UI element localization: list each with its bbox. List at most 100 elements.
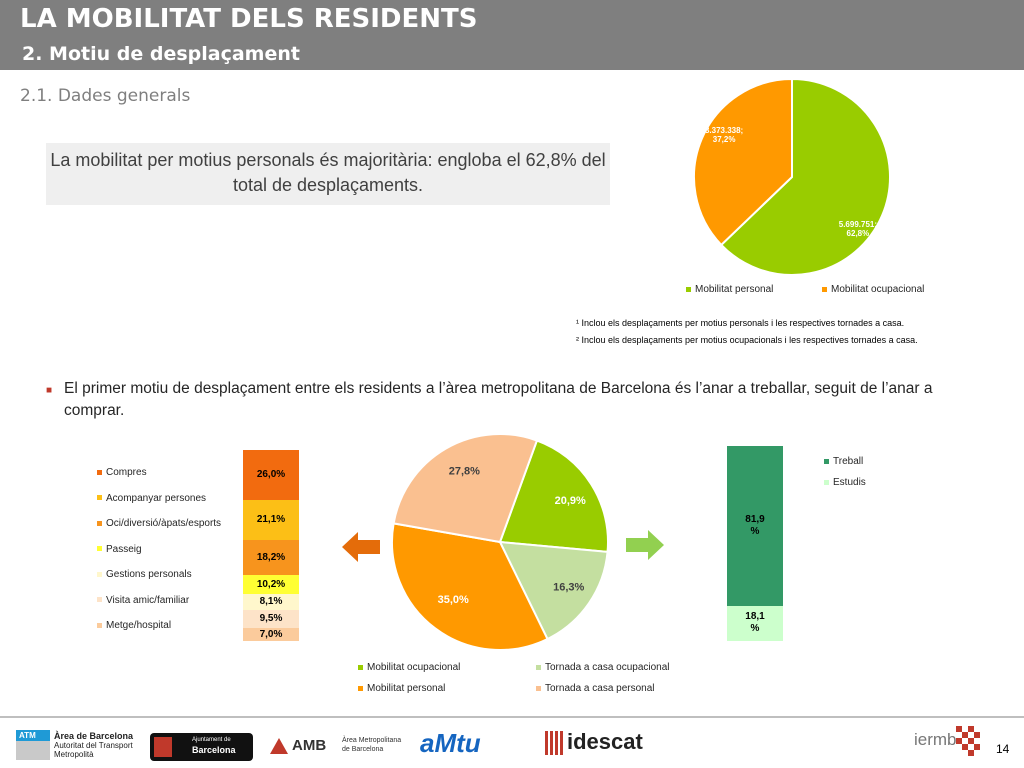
legend-item: Gestions personals [97,569,192,580]
legend-item: Mobilitat personal [358,683,445,694]
stacked-bar-segment: 21,1% [243,499,299,540]
legend-item: Tornada a casa personal [536,683,655,694]
bullet-text: El primer motiu de desplaçament entre el… [64,380,933,419]
pie-data-label: 3.373.338; 37,2% [705,126,743,144]
legend-item: Mobilitat ocupacional [822,284,924,295]
pie-chart-detail: 20,9% 16,3% 35,0% 27,8% [391,433,609,651]
amb-subtext: Àrea Metropolitana de Barcelona [342,736,401,754]
iermb-grid-icon [956,726,980,756]
atm-text-2: Autoritat del Transport [54,741,133,750]
atm-logo-badge: ATM [16,730,50,741]
legend-swatch [97,520,102,526]
ajuntament-shield-icon [154,737,172,757]
legend-label: Mobilitat ocupacional [831,284,925,295]
legend-swatch [358,685,363,691]
legend-label: Compres [106,467,147,478]
legend-swatch [822,286,827,292]
legend-label: Gestions personals [106,569,192,580]
legend-swatch [536,664,541,670]
legend-item: Compres [97,467,147,478]
pie-slice [498,540,609,641]
pie-data-label: 5.699.751; 62,8% [839,220,877,238]
section-title: 2.1. Dades generals [20,86,191,106]
iermb-text: iermb [914,730,957,749]
stacked-bar-segment: 7,0% [243,627,299,641]
legend-label: Treball [833,456,864,467]
arrow-right-icon [626,530,664,560]
arrow-left-icon [342,532,380,562]
legend-item: Tornada a casa ocupacional [536,662,670,673]
idescat-text: idescat [567,729,643,754]
bullet-square-icon: ■ [46,385,53,396]
legend-label: Visita amic/familiar [106,594,190,606]
stacked-bar-segment: 9,5% [243,609,299,628]
pie-data-label: 20,9% [555,495,586,507]
footer-divider [0,716,1024,718]
page-number: 14 [996,742,1010,756]
pie-slice [719,77,891,276]
legend-swatch [358,664,363,670]
stacked-bar-segment: 18,2% [243,539,299,575]
legend-item: Passeig [97,544,142,555]
idescat-logo: idescat [545,729,647,759]
legend-label: Mobilitat personal [695,284,774,295]
atm-text-3: Metropolità [54,750,94,759]
footnote-2: ² Inclou els desplaçaments per motius oc… [576,335,918,345]
legend-item: Mobilitat ocupacional [358,662,460,673]
ajuntament-logo: Ajuntament de Barcelona [150,733,253,761]
atm-logo-text: Àrea de Barcelona Autoritat del Transpor… [54,731,134,760]
legend-label: Estudis [833,477,866,488]
legend-swatch [824,479,829,485]
pie-data-label: 27,8% [449,465,480,477]
amtu-logo: aMtu [420,728,481,758]
legend-label: Passeig [106,543,142,555]
header-bar: LA MOBILITAT DELS RESIDENTS 2. Motiu de … [0,0,1024,70]
atm-text-1: Àrea de Barcelona [54,731,134,741]
legend-swatch [97,469,102,475]
ajuntament-text-1: Ajuntament de [192,737,231,743]
legend-item: Visita amic/familiar [97,595,189,606]
legend-item: Mobilitat personal [686,284,773,295]
legend-label: Acompanyar persones [106,492,207,504]
pie-slice [693,77,793,247]
legend-swatch [97,622,102,628]
legend-label: Mobilitat ocupacional [367,662,461,673]
legend-item: Oci/diversió/àpats/esports [97,518,221,529]
legend-swatch [686,286,691,292]
legend-swatch [97,597,102,603]
legend-item: Treball [824,456,863,467]
amb-triangle-icon [270,738,288,754]
amb-text: AMB [292,737,327,754]
stacked-bar-segment: 81,9% [727,446,783,606]
stacked-bar-segment: 8,1% [243,594,299,610]
legend-swatch [536,685,541,691]
amb-subtext-1: Àrea Metropolitana [342,737,402,744]
legend-label: Tornada a casa personal [545,683,655,694]
legend-swatch [97,495,102,501]
legend-item: Estudis [824,477,866,488]
stacked-bar-segment: 26,0% [243,450,299,500]
legend-label: Metge/hospital [106,620,172,631]
ajuntament-text-2: Barcelona [192,745,236,755]
page-title: LA MOBILITAT DELS RESIDENTS [20,4,478,34]
legend-label: Tornada a casa ocupacional [545,662,670,673]
stacked-bar-segment: 18,1% [727,605,783,641]
pie-slice [391,522,549,651]
legend-swatch [97,571,102,577]
idescat-grid-icon [545,731,565,755]
footnote-1: ¹ Inclou els desplaçaments per motius pe… [576,318,905,328]
legend-label: Oci/diversió/àpats/esports [106,518,222,529]
legend-item: Acompanyar persones [97,493,206,504]
callout-box: La mobilitat per motius personals és maj… [46,143,610,205]
legend-item: Metge/hospital [97,620,171,631]
legend-swatch [824,458,829,464]
amb-subtext-2: de Barcelona [342,746,384,753]
legend-swatch [97,546,102,552]
legend-label: Mobilitat personal [367,683,446,694]
page-subtitle: 2. Motiu de desplaçament [22,43,300,65]
stacked-bar-segment: 10,2% [243,574,299,595]
pie-chart-total: 5.699.751; 62,8% 3.373.338; 37,2% [693,77,891,276]
pie-slice [392,433,539,544]
pie-data-label: 35,0% [438,594,469,606]
